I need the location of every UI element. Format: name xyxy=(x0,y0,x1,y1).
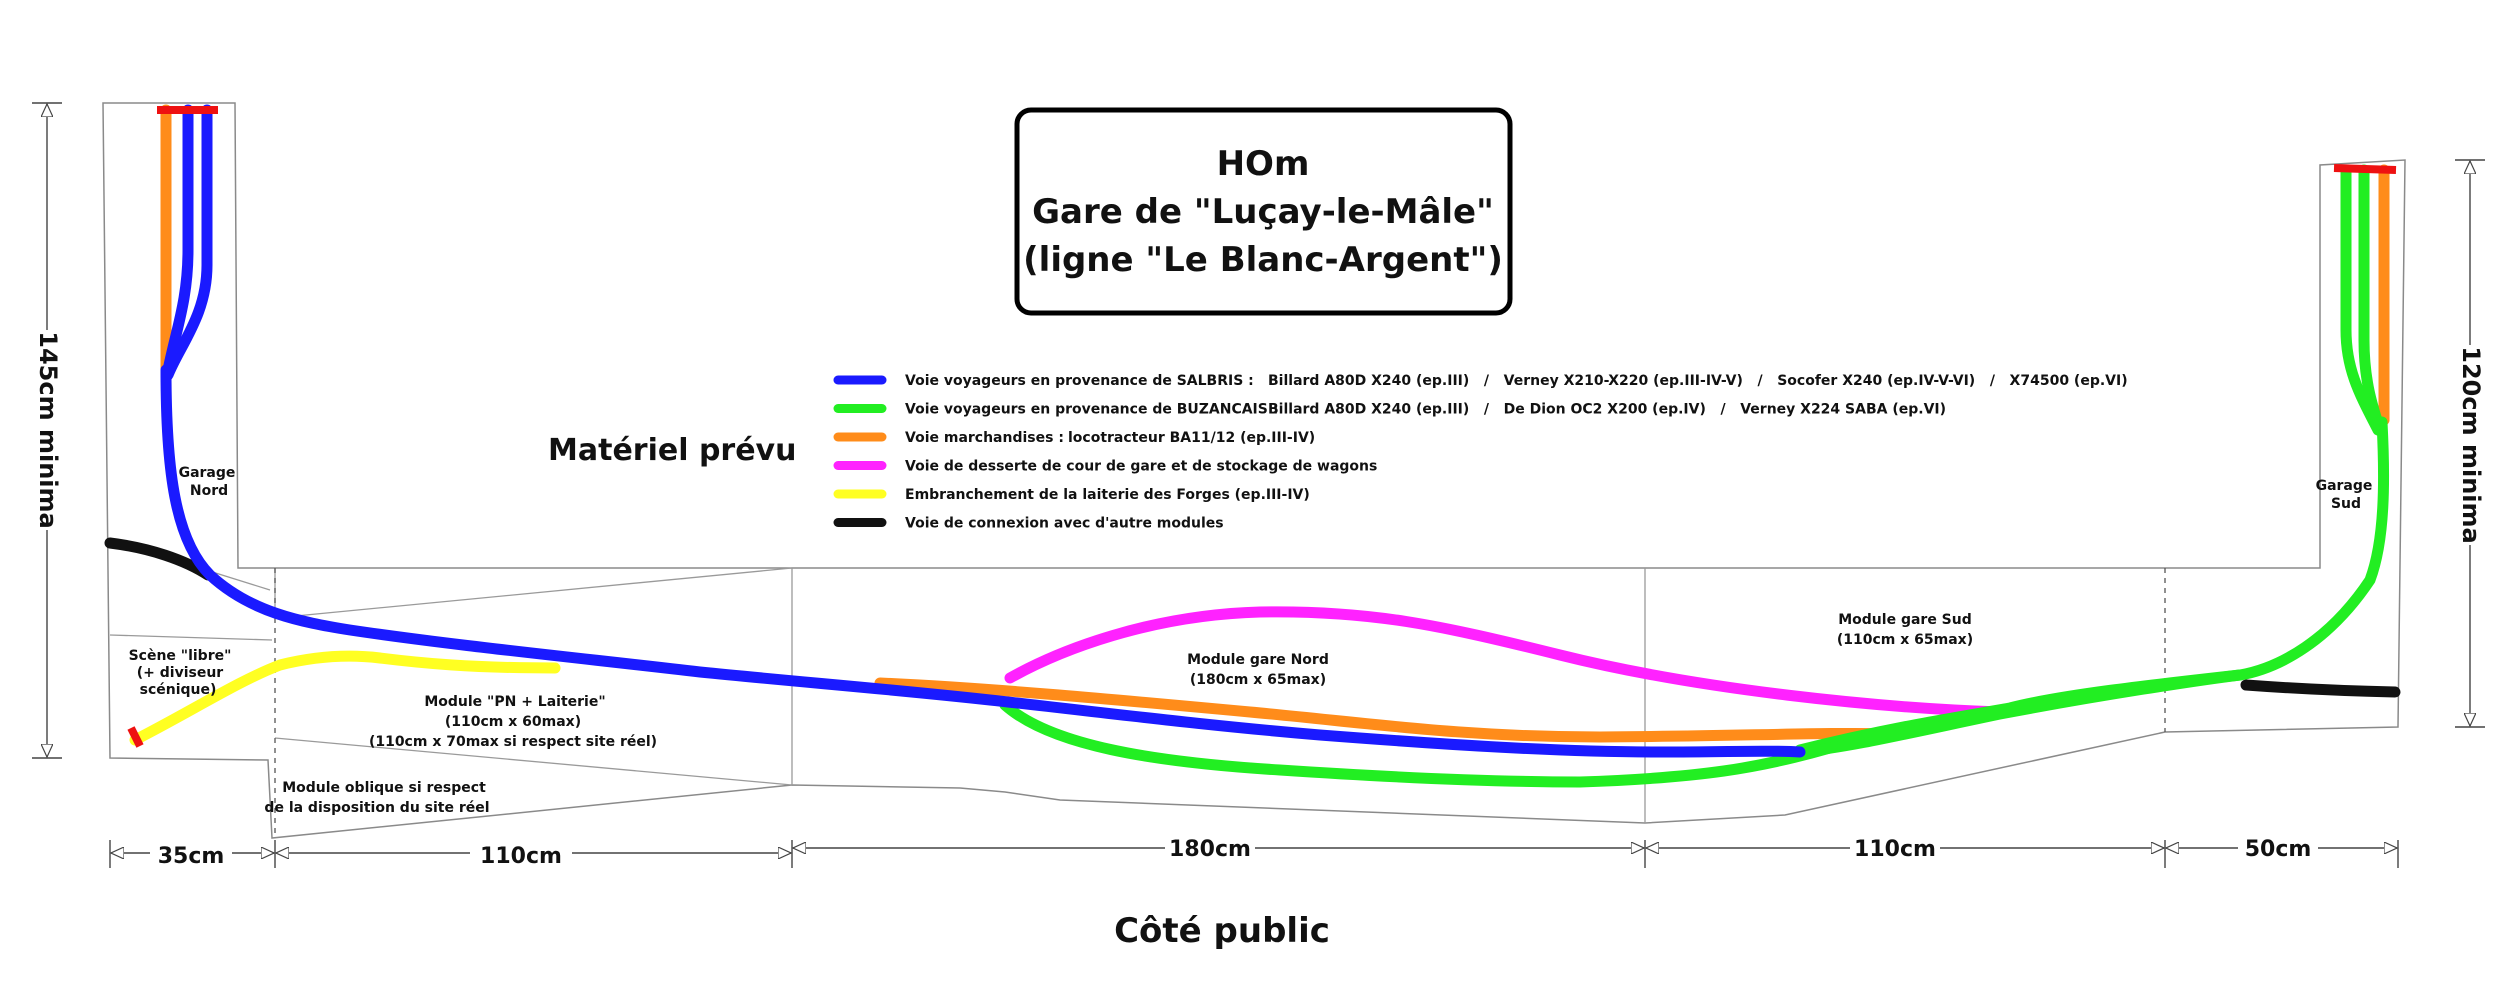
module-gare-sud-label-2: (110cm x 65max) xyxy=(1837,632,1973,648)
dairy-branch-track xyxy=(129,650,561,746)
garage-nord-label-1: Garage xyxy=(179,465,236,481)
legend-label-2: Voie marchandises : xyxy=(905,430,1064,446)
passenger-track-garage-nord-2 xyxy=(162,104,213,381)
connection-track-south xyxy=(2240,679,2401,698)
legend-label-4: Embranchement de la laiterie des Forges … xyxy=(905,487,1310,503)
yard-track xyxy=(1004,606,2006,718)
right-height-label: 120cm minima xyxy=(2457,346,2485,543)
legend-detail-1: Billard A80D X240 (ep.III) / De Dion OC2… xyxy=(1268,402,1946,418)
module-oblique-label-2: de la disposition du site réel xyxy=(264,800,489,816)
dimension-labels: 145cm minima 120cm minima 35cm 110cm 180… xyxy=(34,331,2485,869)
legend-label-5: Voie de connexion avec d'autre modules xyxy=(905,516,1224,532)
width-label-110b: 110cm xyxy=(1854,837,1936,862)
garage-nord-label-2: Nord xyxy=(190,483,228,499)
module-pn-label-2: (110cm x 60max) xyxy=(445,714,581,730)
tracks xyxy=(104,104,2401,788)
materiel-heading: Matériel prévu xyxy=(548,433,796,468)
legend-label-0: Voie voyageurs en provenance de SALBRIS … xyxy=(905,373,1254,389)
garage-sud-label-2: Sud xyxy=(2331,496,2361,512)
width-label-110a: 110cm xyxy=(480,844,562,869)
garage-sud-label-1: Garage xyxy=(2316,478,2373,494)
buffer-stop-dairy xyxy=(127,726,144,748)
width-label-35: 35cm xyxy=(158,844,225,869)
passenger-track-garage-sud-2 xyxy=(2358,164,2386,436)
legend-label-1: Voie voyageurs en provenance de BUZANCAI… xyxy=(905,402,1278,418)
width-label-50: 50cm xyxy=(2245,837,2312,862)
scene-libre-label-3: scénique) xyxy=(140,682,217,698)
buffer-stop-garage-sud xyxy=(2333,164,2397,174)
legend: Voie voyageurs en provenance de SALBRIS … xyxy=(833,373,2128,532)
title-box: HOm Gare de "Luçay-le-Mâle" (ligne "Le B… xyxy=(1014,107,1513,316)
module-oblique-label-1: Module oblique si respect xyxy=(282,780,486,796)
legend-detail-0: Billard A80D X240 (ep.III) / Verney X210… xyxy=(1268,373,2128,389)
title-line1: HOm xyxy=(1217,144,1310,184)
legend-detail-2: locotracteur BA11/12 (ep.III-IV) xyxy=(1068,430,1315,446)
module-gare-nord-label-2: (180cm x 65max) xyxy=(1190,672,1326,688)
title-line3: (ligne "Le Blanc-Argent") xyxy=(1023,240,1503,280)
passenger-track-south-link xyxy=(1794,669,2246,758)
area-labels: Garage Nord Garage Sud Scène "libre" (+ … xyxy=(129,465,2373,816)
dimension-lines xyxy=(32,102,2485,868)
legend-label-3: Voie de desserte de cour de gare et de s… xyxy=(905,459,1377,475)
scene-libre-label-2: (+ diviseur xyxy=(137,665,224,681)
title-line2: Gare de "Luçay-le-Mâle" xyxy=(1032,192,1494,232)
module-pn-label-1: Module "PN + Laiterie" xyxy=(424,694,605,710)
passenger-track-garage-nord-1 xyxy=(162,104,194,376)
scene-libre-label-1: Scène "libre" xyxy=(129,648,232,664)
width-label-180: 180cm xyxy=(1169,837,1251,862)
module-pn-label-3: (110cm x 70max si respect site réel) xyxy=(369,734,657,750)
layout-outline xyxy=(102,102,2406,839)
cote-public-label: Côté public xyxy=(1114,911,1330,951)
left-height-label: 145cm minima xyxy=(34,331,62,528)
freight-track-station xyxy=(874,677,1906,743)
module-gare-nord-label-1: Module gare Nord xyxy=(1187,652,1329,668)
module-gare-sud-label-1: Module gare Sud xyxy=(1838,612,1972,628)
passenger-track-buzancais-loop xyxy=(999,699,1836,788)
passenger-track-salbris xyxy=(160,364,1806,758)
